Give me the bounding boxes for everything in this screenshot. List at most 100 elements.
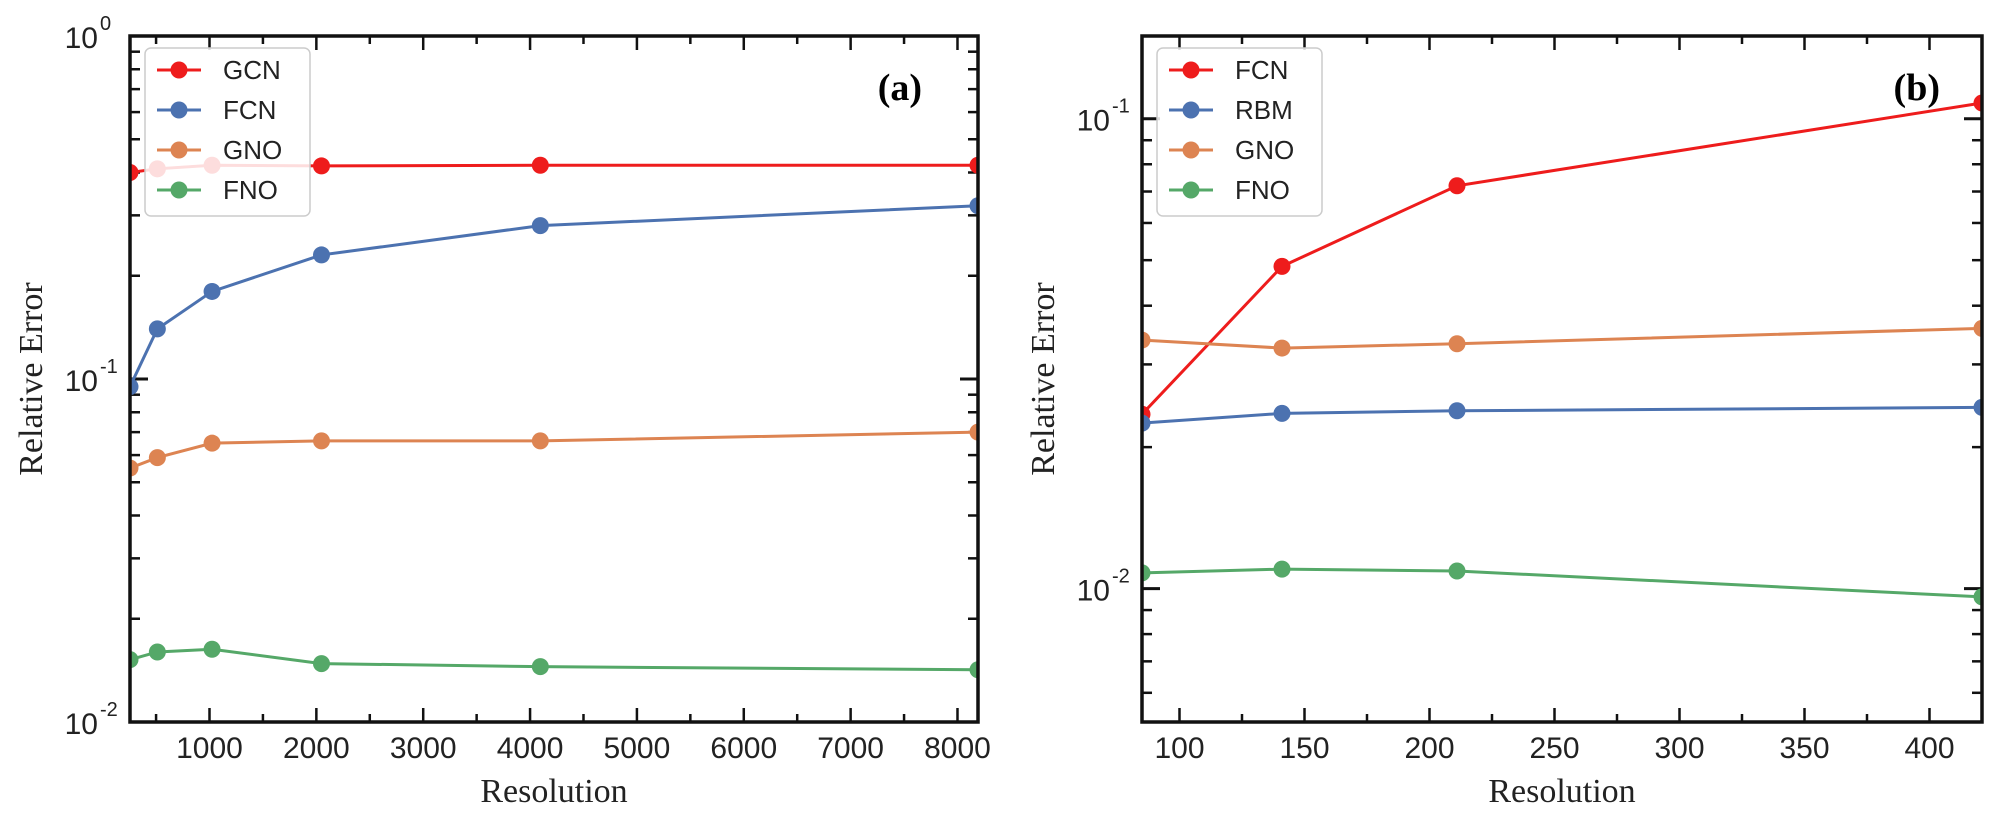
legend-marker <box>170 101 188 119</box>
legend-label: FCN <box>1235 55 1288 85</box>
x-tick-label: 350 <box>1779 732 1829 765</box>
data-point-gno <box>1448 335 1466 353</box>
x-tick-label: 4000 <box>497 732 564 765</box>
x-axis-title: Resolution <box>1488 773 1635 810</box>
panel-label: (b) <box>1894 67 1940 109</box>
series-line-gno <box>1142 326 1982 350</box>
y-tick-exponent: -1 <box>100 356 118 378</box>
data-point-fno <box>969 661 978 679</box>
data-point-gcn <box>130 163 139 181</box>
data-point-gno <box>130 459 139 477</box>
legend-label: GNO <box>223 135 282 165</box>
series-line-rbm <box>1142 405 1982 425</box>
data-point-fno <box>531 658 549 676</box>
data-point-gno <box>531 432 549 450</box>
x-tick-label: 3000 <box>390 732 457 765</box>
y-axis-title: Relative Error <box>13 282 50 476</box>
y-tick-exponent: -1 <box>1112 96 1130 118</box>
legend: GCN FCN GNO FNO <box>144 47 311 217</box>
legend-label: FNO <box>1235 175 1290 205</box>
data-point-fcn <box>531 217 549 235</box>
legend-marker <box>1182 61 1200 79</box>
legend-marker <box>1182 181 1200 199</box>
y-axis-title: Relative Error <box>1025 282 1062 476</box>
series-line-fno <box>130 647 978 672</box>
legend-marker <box>170 181 188 199</box>
plot-frame <box>128 34 980 724</box>
y-tick-label: 10 <box>1077 575 1110 608</box>
x-axis-title: Resolution <box>480 773 627 810</box>
x-tick-label: 8000 <box>924 732 991 765</box>
data-point-fcn <box>148 320 166 338</box>
series-line-fcn <box>130 204 978 388</box>
x-tick-label: 400 <box>1904 732 1954 765</box>
legend-box <box>1156 47 1323 217</box>
data-point-rbm <box>1448 402 1466 420</box>
panel-a: 1000 2000 3000 4000 5000 6000 7000 800010-210-1… <box>13 13 991 810</box>
data-point-fcn <box>1448 177 1466 195</box>
legend-marker <box>1182 101 1200 119</box>
x-tick-label: 5000 <box>604 732 671 765</box>
data-point-rbm <box>1273 404 1291 422</box>
series-line-fcn <box>1142 101 1982 416</box>
data-point-gcn <box>531 156 549 174</box>
data-point-fcn <box>1973 94 1982 112</box>
data-point-fno <box>1273 560 1291 578</box>
y-tick-label: 10 <box>65 365 98 398</box>
legend-marker <box>170 61 188 79</box>
legend-label: FNO <box>223 175 278 205</box>
data-point-fno <box>1973 588 1982 606</box>
plot-area <box>130 156 978 679</box>
legend-label: RBM <box>1235 95 1293 125</box>
legend-label: GCN <box>223 55 281 85</box>
panel-label: (a) <box>878 67 922 109</box>
data-point-fno <box>130 651 139 669</box>
legend-marker <box>170 141 188 159</box>
data-point-gno <box>1142 331 1151 349</box>
data-point-gno <box>203 434 221 452</box>
y-tick-label: 10 <box>65 22 98 55</box>
data-point-gno <box>969 423 978 441</box>
data-point-gcn <box>969 156 978 174</box>
data-point-fcn <box>969 197 978 215</box>
data-point-fno <box>312 655 330 673</box>
y-tick-label: 10 <box>65 708 98 741</box>
series-line-fno <box>1142 567 1982 599</box>
data-point-gno <box>148 449 166 467</box>
x-tick-label: 6000 <box>710 732 777 765</box>
x-tick-label: 150 <box>1279 732 1329 765</box>
data-point-fcn <box>312 246 330 264</box>
data-point-gno <box>1973 319 1982 337</box>
y-tick-exponent: 0 <box>100 13 111 35</box>
legend-marker <box>1182 141 1200 159</box>
y-tick-exponent: -2 <box>100 699 118 721</box>
x-tick-label: 2000 <box>283 732 350 765</box>
data-point-fno <box>148 643 166 661</box>
data-point-fno <box>1448 562 1466 580</box>
legend: FCN RBM GNO FNO <box>1156 47 1323 217</box>
series-line-gno <box>130 430 978 470</box>
data-point-fcn <box>203 282 221 300</box>
y-tick-label: 10 <box>1077 105 1110 138</box>
x-tick-label: 7000 <box>817 732 884 765</box>
x-tick-label: 100 <box>1154 732 1204 765</box>
data-point-gno <box>312 432 330 450</box>
data-point-fcn <box>1273 257 1291 275</box>
data-point-gno <box>1273 339 1291 357</box>
data-point-rbm <box>1142 414 1151 432</box>
legend-label: GNO <box>1235 135 1294 165</box>
data-point-rbm <box>1973 398 1982 416</box>
x-tick-label: 1000 <box>176 732 243 765</box>
data-point-fno <box>1142 564 1151 582</box>
data-point-gcn <box>312 157 330 175</box>
x-tick-label: 250 <box>1529 732 1579 765</box>
plot-area <box>1142 94 1982 606</box>
data-point-fno <box>203 640 221 658</box>
x-tick-label: 200 <box>1404 732 1454 765</box>
plot-frame <box>1140 34 1984 724</box>
x-tick-label: 300 <box>1654 732 1704 765</box>
y-tick-exponent: -2 <box>1112 566 1130 588</box>
data-point-fcn <box>130 378 139 396</box>
